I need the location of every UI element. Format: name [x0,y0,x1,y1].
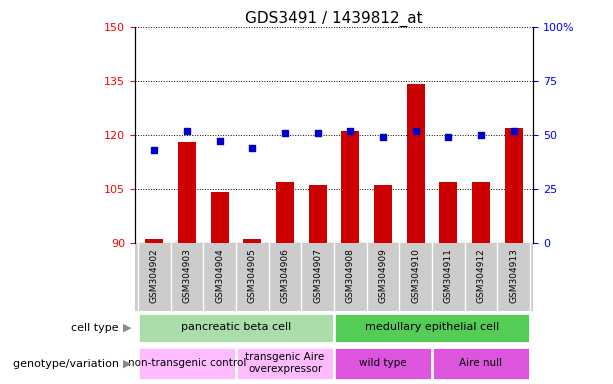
Bar [407,84,425,243]
Text: genotype/variation: genotype/variation [13,359,123,369]
Text: ▶: ▶ [123,323,132,333]
Bar [243,239,261,243]
Text: GSM304905: GSM304905 [248,248,257,303]
Text: GSM304908: GSM304908 [346,248,355,303]
Bar [432,347,530,380]
Text: GSM304913: GSM304913 [509,248,518,303]
Bar [276,182,294,243]
Bar [504,127,523,243]
Bar [211,192,229,243]
Text: GSM304904: GSM304904 [215,248,224,303]
Point [378,134,388,140]
Text: GSM304912: GSM304912 [476,248,485,303]
Bar [374,185,392,243]
Text: Aire null: Aire null [460,358,503,368]
Text: GSM304909: GSM304909 [379,248,387,303]
Point [248,145,257,151]
Text: GSM304911: GSM304911 [444,248,453,303]
Bar [334,313,530,343]
Point [509,127,519,134]
Point [476,132,486,138]
Text: ▶: ▶ [123,359,132,369]
Point [182,127,192,134]
Text: GSM304902: GSM304902 [150,248,159,303]
Text: wild type: wild type [359,358,407,368]
Bar [138,313,334,343]
Text: GSM304910: GSM304910 [411,248,421,303]
Text: non-transgenic control: non-transgenic control [128,358,246,368]
Bar [341,131,359,243]
Text: GSM304906: GSM304906 [281,248,289,303]
Bar [236,347,334,380]
Bar [472,182,490,243]
Point [150,147,159,153]
Title: GDS3491 / 1439812_at: GDS3491 / 1439812_at [245,11,423,27]
Bar [178,142,196,243]
Bar [309,185,327,243]
Bar [145,239,164,243]
Bar [440,182,457,243]
Point [346,127,356,134]
Bar [138,347,236,380]
Text: medullary epithelial cell: medullary epithelial cell [365,323,499,333]
Text: pancreatic beta cell: pancreatic beta cell [181,323,291,333]
Text: GSM304907: GSM304907 [313,248,322,303]
Bar [334,347,432,380]
Point [215,138,225,144]
Text: GSM304903: GSM304903 [183,248,192,303]
Text: cell type: cell type [72,323,123,333]
Text: transgenic Aire
overexpressor: transgenic Aire overexpressor [245,352,325,374]
Point [443,134,453,140]
Point [411,127,421,134]
Point [313,130,322,136]
Point [280,130,290,136]
